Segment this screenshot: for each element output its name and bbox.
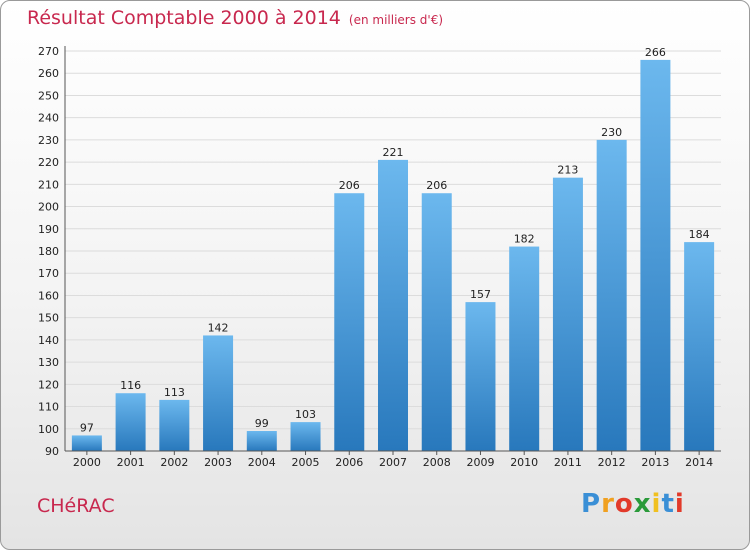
data-label-2000: 97: [80, 421, 94, 434]
bar-2006: [334, 193, 365, 451]
bar-2014: [684, 242, 715, 451]
data-label-2001: 116: [120, 379, 141, 392]
data-label-2008: 206: [426, 179, 447, 192]
bar-2005: [290, 422, 321, 451]
x-tick-label: 2010: [510, 456, 538, 469]
data-label-2013: 266: [645, 46, 666, 59]
bar-2002: [159, 399, 190, 451]
x-tick-label: 2013: [641, 456, 669, 469]
logo-letter: i: [651, 489, 662, 519]
y-tick-label: 260: [38, 67, 59, 80]
logo-letter: r: [601, 489, 615, 519]
bar-2010: [509, 246, 540, 451]
bar-2001: [115, 393, 146, 451]
axes: [64, 46, 721, 452]
x-tick-label: 2014: [685, 456, 713, 469]
data-label-2010: 182: [514, 233, 535, 246]
x-tick-label: 2005: [292, 456, 320, 469]
data-label-2004: 99: [255, 417, 269, 430]
logo-letter: o: [614, 489, 634, 519]
x-tick-label: 2001: [117, 456, 145, 469]
y-tick-label: 110: [38, 401, 59, 414]
x-tick-label: 2006: [335, 456, 363, 469]
bar-2009: [465, 302, 496, 451]
data-label-2014: 184: [689, 228, 710, 241]
data-label-2003: 142: [208, 321, 229, 334]
bar-2013: [640, 59, 671, 452]
bar-2004: [246, 431, 277, 451]
y-tick-label: 170: [38, 267, 59, 280]
x-axis-ticks: 2000 2001 2002 2003 2004 2005 2006 2007 2008 2009…: [73, 451, 713, 469]
y-axis-ticks: 90 100 110 120 130 140 150 160 170 180 190 200 210 22…: [38, 45, 59, 458]
data-label-2006: 206: [339, 179, 360, 192]
y-tick-label: 230: [38, 134, 59, 147]
commune-name: CHéRAC: [37, 495, 115, 517]
y-tick-label: 190: [38, 223, 59, 236]
y-tick-label: 210: [38, 178, 59, 191]
chart-subtitle: (en milliers d'€): [348, 13, 444, 27]
data-labels: 97 116 113 142 99 103 206 221 206 157 182 213 230 266…: [80, 46, 710, 435]
chart-title: Résultat Comptable 2000 à 2014 (en millie…: [27, 7, 443, 29]
x-tick-label: 2011: [554, 456, 582, 469]
logo-letter: t: [661, 489, 675, 519]
x-tick-label: 2009: [466, 456, 494, 469]
y-tick-label: 140: [38, 334, 59, 347]
y-tick-label: 150: [38, 312, 59, 325]
bar-2000: [71, 435, 102, 451]
y-tick-label: 120: [38, 378, 59, 391]
x-tick-label: 2004: [248, 456, 276, 469]
y-tick-label: 270: [38, 45, 59, 58]
logo-letter: i: [674, 489, 685, 519]
data-label-2002: 113: [164, 386, 185, 399]
x-tick-label: 2003: [204, 456, 232, 469]
logo-letter: x: [633, 489, 652, 519]
bar-2012: [596, 139, 627, 451]
x-tick-label: 2000: [73, 456, 101, 469]
proxiti-logo: Proxiti: [581, 489, 685, 519]
y-tick-label: 200: [38, 201, 59, 214]
x-tick-label: 2007: [379, 456, 407, 469]
logo-letter: P: [581, 489, 602, 519]
bar-2007: [378, 159, 408, 451]
x-tick-label: 2012: [598, 456, 626, 469]
x-tick-label: 2002: [160, 456, 188, 469]
x-tick-label: 2008: [423, 456, 451, 469]
y-tick-label: 220: [38, 156, 59, 169]
data-label-2005: 103: [295, 408, 316, 421]
bar-2003: [203, 335, 234, 451]
y-tick-label: 250: [38, 89, 59, 102]
chart-title-text: Résultat Comptable 2000 à 2014: [27, 7, 341, 29]
y-tick-label: 180: [38, 245, 59, 258]
bars: [71, 59, 715, 452]
data-label-2007: 221: [383, 146, 404, 159]
y-tick-label: 130: [38, 356, 59, 369]
y-tick-label: 240: [38, 112, 59, 125]
bar-2011: [552, 177, 583, 451]
y-tick-label: 160: [38, 289, 59, 302]
bar-2008: [421, 193, 452, 451]
y-tick-label: 100: [38, 423, 59, 436]
y-tick-label: 90: [45, 445, 59, 458]
data-label-2009: 157: [470, 288, 491, 301]
data-label-2012: 230: [601, 126, 622, 139]
data-label-2011: 213: [557, 164, 578, 177]
